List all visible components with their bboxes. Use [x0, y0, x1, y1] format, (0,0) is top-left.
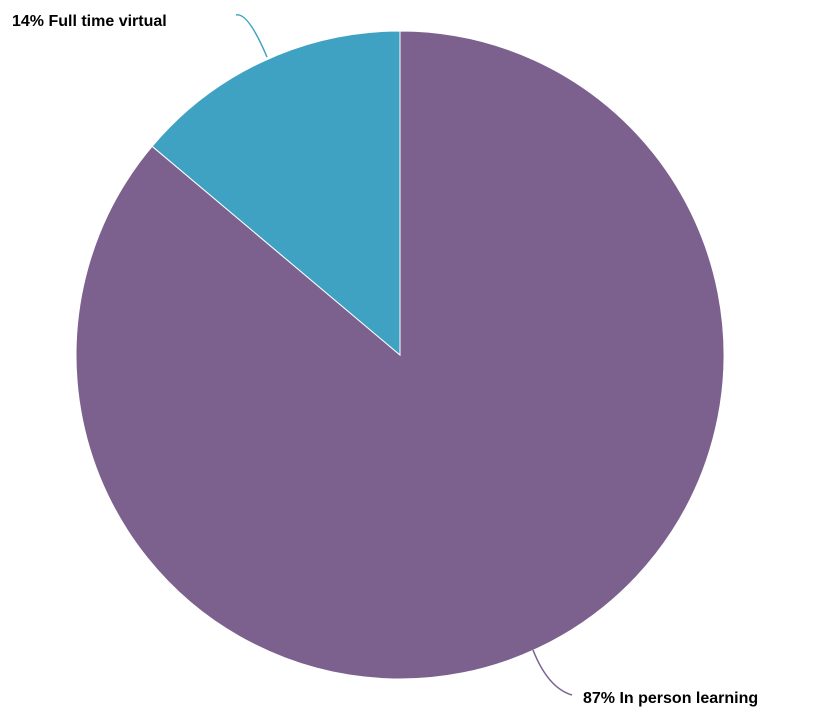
leader-line-full-time-virtual	[235, 14, 268, 58]
leader-line-in-person-learning	[532, 649, 573, 696]
slice-label-in-person-learning: 87% In person learning	[583, 690, 758, 707]
slice-label-full-time-virtual: 14% Full time virtual	[12, 13, 167, 30]
slices-layer	[75, 30, 725, 680]
labels-layer: 87% In person learning 14% Full time vir…	[12, 13, 758, 707]
leader-lines-layer	[235, 14, 573, 696]
pie-slice-full-time-virtual	[151, 30, 401, 357]
